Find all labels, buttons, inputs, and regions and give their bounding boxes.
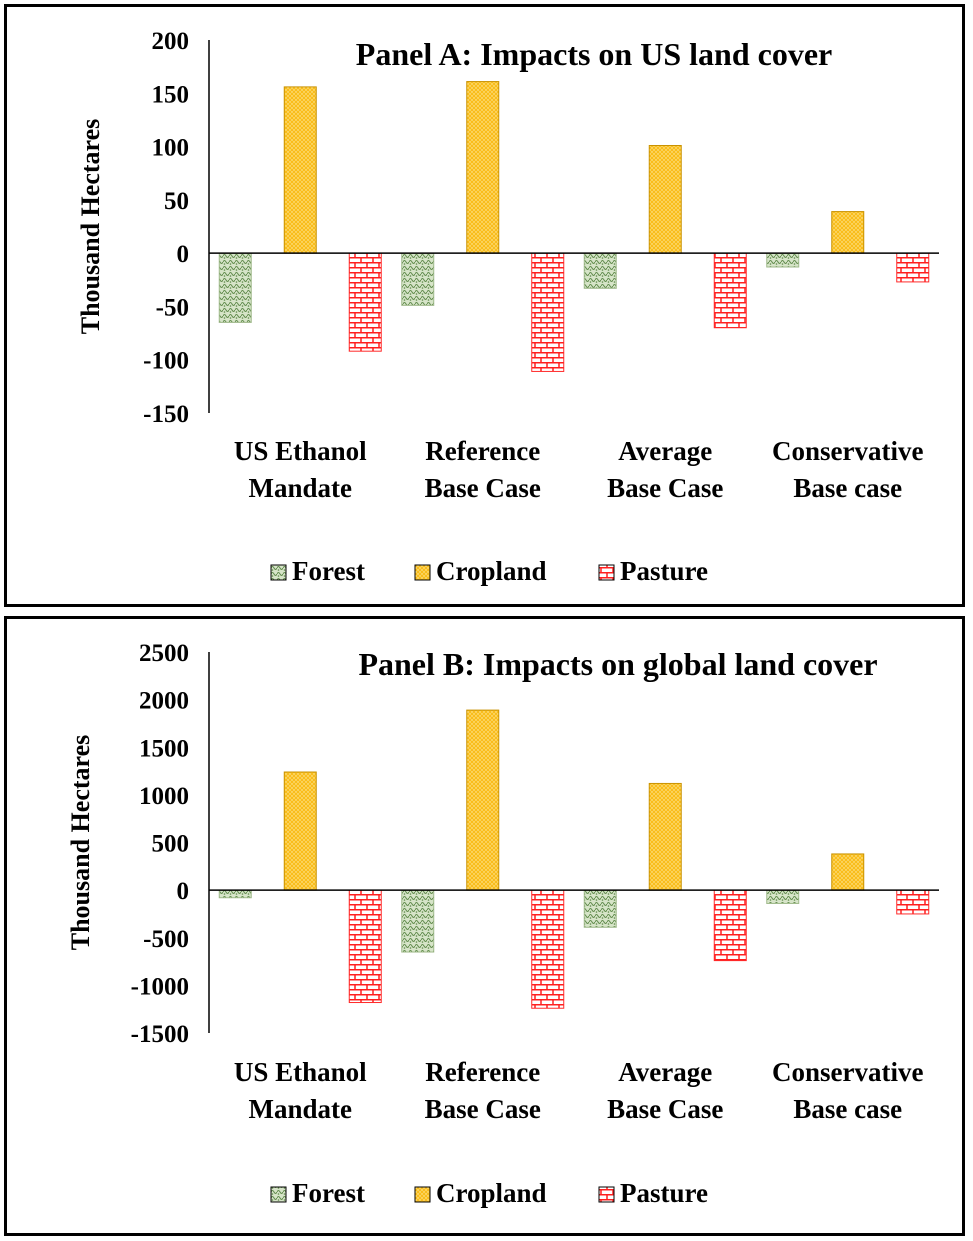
bar-cropland-0 — [283, 771, 317, 891]
y-tick-label: 2500 — [139, 640, 189, 667]
x-category-label: Base Case — [607, 1094, 723, 1124]
legend-swatch-pasture — [598, 1186, 615, 1203]
x-category-label: US Ethanol — [234, 1057, 367, 1087]
bar-cropland-2 — [648, 145, 682, 254]
bar-pasture-1 — [531, 889, 565, 1009]
y-tick-label: 200 — [152, 28, 190, 55]
bar-forest-3 — [766, 889, 800, 904]
x-category-label: Base case — [793, 1094, 902, 1124]
x-category-label: Average — [618, 1057, 712, 1087]
y-tick-label: 0 — [177, 878, 190, 905]
y-tick-label: -50 — [156, 294, 189, 321]
y-tick-label: 50 — [164, 188, 189, 215]
bar-pasture-2 — [713, 889, 747, 962]
bar-pasture-0 — [348, 889, 382, 1004]
bar-pasture-3 — [896, 889, 930, 915]
legend: Forest Cropland Pasture — [270, 1178, 708, 1208]
bar-forest-0 — [218, 889, 252, 899]
x-category-label: Conservative — [772, 1057, 923, 1087]
y-axis-label: Thousand Hectares — [66, 735, 95, 951]
y-tick-label: 1000 — [139, 783, 189, 810]
y-tick-label: -150 — [143, 401, 189, 428]
legend-label-pasture: Pasture — [620, 556, 708, 586]
bar-forest-2 — [583, 252, 617, 289]
y-tick-label: -500 — [143, 926, 189, 953]
panel-a-chart: Panel A: Impacts on US land cover Thousan… — [4, 4, 965, 607]
legend-swatch-pasture — [598, 564, 615, 581]
bar-cropland-3 — [831, 211, 865, 254]
legend-label-forest: Forest — [292, 556, 365, 586]
x-category-label: Average — [618, 436, 712, 466]
bar-cropland-3 — [831, 853, 865, 891]
y-tick-label: 500 — [152, 831, 190, 858]
legend-label-cropland: Cropland — [436, 556, 547, 586]
legend-swatch-cropland — [414, 564, 431, 581]
y-tick-label: -1500 — [131, 1021, 189, 1048]
bar-forest-0 — [218, 252, 252, 323]
y-tick-label: -1000 — [131, 973, 189, 1000]
y-tick-label: 0 — [177, 241, 190, 268]
panel-b-chart: Panel B: Impacts on global land cover Tho… — [4, 616, 965, 1236]
x-category-label: Base Case — [425, 1094, 541, 1124]
y-tick-label: -100 — [143, 348, 189, 375]
bar-cropland-1 — [466, 81, 500, 254]
x-category-label: Reference — [425, 436, 540, 466]
bar-pasture-2 — [713, 252, 747, 329]
chart-title: Panel A: Impacts on US land cover — [356, 36, 832, 72]
panel-a-svg: Panel A: Impacts on US land cover Thousan… — [76, 28, 939, 586]
legend-swatch-forest — [270, 1186, 287, 1203]
legend: Forest Cropland Pasture — [270, 556, 708, 586]
x-category-label: Mandate — [249, 473, 353, 503]
y-tick-label: 150 — [152, 81, 190, 108]
y-axis-label: Thousand Hectares — [76, 119, 105, 335]
bar-forest-2 — [583, 889, 617, 928]
x-category-label: Base Case — [425, 473, 541, 503]
legend-label-pasture: Pasture — [620, 1178, 708, 1208]
chart-title: Panel B: Impacts on global land cover — [358, 646, 877, 682]
bar-pasture-1 — [531, 252, 565, 372]
legend-swatch-cropland — [414, 1186, 431, 1203]
legend-label-forest: Forest — [292, 1178, 365, 1208]
bar-forest-1 — [401, 889, 435, 953]
legend-swatch-forest — [270, 564, 287, 581]
bar-forest-3 — [766, 252, 800, 268]
bar-pasture-3 — [896, 252, 930, 283]
x-category-label: Mandate — [249, 1094, 353, 1124]
bar-pasture-0 — [348, 252, 382, 352]
bar-cropland-0 — [283, 86, 317, 254]
panel-b-svg: Panel B: Impacts on global land cover Tho… — [66, 640, 939, 1208]
x-category-label: Conservative — [772, 436, 923, 466]
bar-cropland-1 — [466, 709, 500, 891]
legend-label-cropland: Cropland — [436, 1178, 547, 1208]
bar-cropland-2 — [648, 782, 682, 891]
y-tick-label: 1500 — [139, 735, 189, 762]
x-category-label: Base case — [793, 473, 902, 503]
x-category-label: Base Case — [607, 473, 723, 503]
x-category-label: Reference — [425, 1057, 540, 1087]
x-category-label: US Ethanol — [234, 436, 367, 466]
bar-forest-1 — [401, 252, 435, 306]
y-tick-label: 2000 — [139, 688, 189, 715]
y-tick-label: 100 — [152, 135, 190, 162]
